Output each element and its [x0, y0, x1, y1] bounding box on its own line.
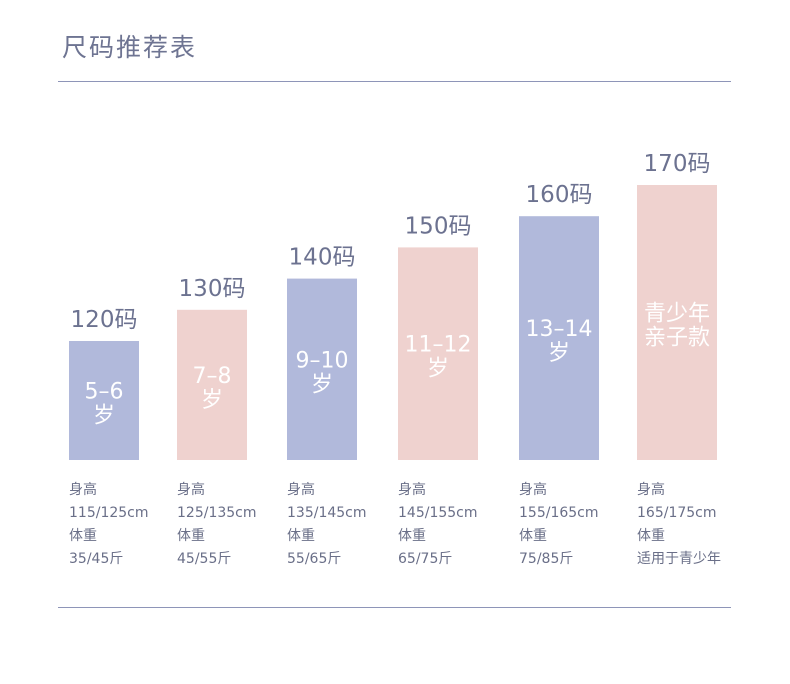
height-heading: 身高: [69, 481, 97, 498]
bar-160: [519, 216, 599, 460]
height-value: 115/125cm: [69, 505, 149, 521]
bar-140: [287, 278, 357, 460]
bar-size-label: 150码: [405, 213, 472, 239]
weight-value: 75/85斤: [519, 551, 573, 567]
bar-size-label: 170码: [644, 151, 711, 177]
bottom-divider: [58, 607, 731, 608]
bar-size-label: 130码: [179, 276, 246, 302]
bar-age-unit-label: 岁: [311, 372, 333, 397]
height-value: 135/145cm: [287, 505, 367, 521]
weight-heading: 体重: [398, 528, 426, 544]
bar-age-unit-label: 亲子款: [644, 326, 710, 351]
height-heading: 身高: [398, 481, 426, 498]
weight-heading: 体重: [177, 528, 205, 544]
bar-age-label: 9–10: [296, 348, 349, 373]
bar-size-label: 140码: [289, 245, 356, 271]
weight-heading: 体重: [287, 528, 315, 544]
weight-value: 55/65斤: [287, 551, 341, 567]
bar-age-label: 11–12: [405, 333, 472, 358]
bar-age-unit-label: 岁: [427, 357, 449, 382]
bar-age-label: 13–14: [526, 317, 593, 342]
bar-170: [637, 185, 717, 460]
height-value: 155/165cm: [519, 505, 599, 521]
weight-heading: 体重: [519, 528, 547, 544]
bar-size-label: 160码: [526, 182, 593, 208]
height-value: 165/175cm: [637, 505, 717, 521]
weight-value: 45/55斤: [177, 551, 231, 567]
bar-150: [398, 247, 478, 460]
bar-size-label: 120码: [71, 307, 138, 333]
page-title: 尺码推荐表: [62, 33, 198, 62]
bar-age-unit-label: 岁: [93, 404, 115, 429]
weight-value: 35/45斤: [69, 551, 123, 567]
bar-age-label: 青少年: [644, 302, 710, 327]
height-value: 125/135cm: [177, 505, 257, 521]
bar-130: [177, 309, 247, 460]
height-heading: 身高: [177, 481, 205, 498]
bar-age-label: 7–8: [193, 364, 232, 389]
bar-age-unit-label: 岁: [548, 341, 570, 366]
top-divider: [58, 81, 731, 82]
weight-value: 适用于青少年: [637, 551, 721, 567]
height-heading: 身高: [287, 481, 315, 498]
weight-heading: 体重: [637, 528, 665, 544]
weight-heading: 体重: [69, 528, 97, 544]
weight-value: 65/75斤: [398, 551, 452, 567]
bar-age-label: 5–6: [85, 380, 124, 405]
bar-120: [69, 341, 139, 460]
bar-age-unit-label: 岁: [201, 388, 223, 413]
height-heading: 身高: [519, 481, 547, 498]
height-value: 145/155cm: [398, 505, 478, 521]
height-heading: 身高: [637, 481, 665, 498]
